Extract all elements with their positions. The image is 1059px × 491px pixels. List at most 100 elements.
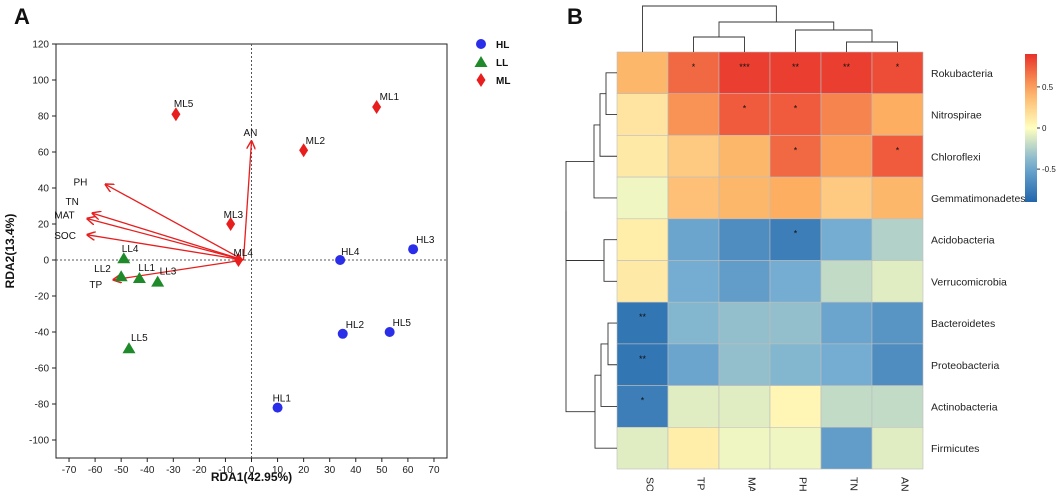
point-label: ML4 bbox=[233, 248, 253, 259]
x-tick-label: -40 bbox=[140, 465, 155, 476]
x-tick-label: -50 bbox=[114, 465, 129, 476]
point-label: ML3 bbox=[224, 210, 244, 221]
heat-cell bbox=[667, 218, 720, 261]
x-tick-label: 60 bbox=[402, 465, 414, 476]
x-tick-label: 10 bbox=[272, 465, 284, 476]
legend-marker-hl bbox=[476, 39, 486, 49]
point-ml1 bbox=[372, 100, 382, 114]
heat-cell bbox=[871, 301, 924, 345]
point-ml4 bbox=[233, 253, 243, 267]
row-dendrogram-branch bbox=[600, 343, 617, 407]
point-label: ML5 bbox=[174, 99, 194, 110]
point-hl4 bbox=[335, 255, 346, 265]
heat-cell bbox=[667, 343, 720, 386]
significance-mark: * bbox=[794, 145, 798, 155]
y-tick-label: 0 bbox=[43, 256, 49, 267]
heat-cell bbox=[871, 218, 924, 261]
x-tick-label: 70 bbox=[428, 465, 440, 476]
row-label: Bacteroidetes bbox=[931, 318, 995, 330]
x-tick-label: 30 bbox=[324, 465, 336, 476]
env-arrow-label: TN bbox=[65, 197, 78, 208]
heat-cell bbox=[820, 218, 873, 261]
significance-mark: * bbox=[794, 104, 798, 114]
heat-cell bbox=[871, 93, 924, 136]
heat-cell bbox=[718, 93, 771, 136]
x-tick-label: -70 bbox=[62, 465, 77, 476]
heat-cell bbox=[616, 176, 669, 220]
heat-cell bbox=[820, 176, 873, 220]
point-ml2 bbox=[299, 143, 309, 158]
point-label: HL3 bbox=[416, 235, 435, 246]
row-dendrogram-branch bbox=[565, 210, 595, 413]
heat-cell bbox=[667, 93, 720, 136]
legend-marker-ml bbox=[476, 73, 486, 87]
heat-cell bbox=[871, 385, 924, 428]
point-ll2 bbox=[114, 270, 128, 282]
env-arrow-tp bbox=[113, 259, 244, 280]
point-ll4 bbox=[117, 252, 131, 264]
heat-cell bbox=[769, 343, 822, 386]
heat-cell bbox=[718, 135, 771, 178]
colorbar-tick-label: 0.5 bbox=[1042, 83, 1054, 92]
column-label: SOC bbox=[644, 477, 656, 491]
y-tick-label: 80 bbox=[38, 112, 50, 123]
column-dendrogram-branch bbox=[693, 36, 745, 52]
env-arrow-mat bbox=[87, 219, 244, 261]
heat-cell bbox=[769, 135, 822, 178]
heat-cell bbox=[667, 135, 720, 178]
column-dendrogram-branch bbox=[718, 21, 835, 37]
heat-cell bbox=[616, 260, 669, 303]
column-dendrogram-branch bbox=[846, 41, 898, 52]
significance-mark: * bbox=[794, 229, 798, 239]
y-tick-label: -80 bbox=[35, 400, 50, 411]
heat-cell bbox=[871, 343, 924, 386]
panel-letter-b: B bbox=[567, 4, 583, 29]
heat-cell bbox=[718, 218, 771, 261]
heat-cell bbox=[769, 176, 822, 220]
y-tick-label: -20 bbox=[35, 292, 50, 303]
x-tick-label: -10 bbox=[218, 465, 233, 476]
row-dendrogram-branch bbox=[603, 239, 617, 282]
row-label: Actinobacteria bbox=[931, 401, 998, 413]
heat-cell bbox=[667, 260, 720, 303]
heat-cell bbox=[616, 301, 669, 345]
heat-cell bbox=[769, 260, 822, 303]
heat-cell bbox=[616, 93, 669, 136]
heat-cell bbox=[769, 51, 822, 95]
heat-cell bbox=[871, 135, 924, 178]
significance-mark: * bbox=[896, 62, 900, 72]
heat-cell bbox=[769, 93, 822, 136]
x-axis-title: RDA1(42.95%) bbox=[211, 470, 292, 484]
y-tick-label: 120 bbox=[32, 40, 49, 51]
column-label: AN bbox=[899, 477, 911, 491]
point-label: ML2 bbox=[306, 136, 326, 147]
x-tick-label: 0 bbox=[249, 465, 255, 476]
y-axis-title: RDA2(13.4%) bbox=[3, 214, 17, 289]
heat-cell bbox=[871, 260, 924, 303]
row-dendrogram-branch bbox=[593, 124, 617, 199]
heat-cell bbox=[667, 385, 720, 428]
row-dendrogram-branch bbox=[599, 93, 617, 157]
row-dendrogram-branch bbox=[607, 322, 617, 366]
point-label: LL4 bbox=[122, 244, 139, 255]
row-dendrogram-branch bbox=[594, 374, 617, 449]
point-ml3 bbox=[226, 217, 236, 231]
column-label: TP bbox=[695, 477, 707, 490]
env-arrow-ph bbox=[106, 184, 244, 261]
row-label: Proteobacteria bbox=[931, 360, 999, 372]
heat-cell bbox=[871, 51, 924, 95]
heat-cell bbox=[769, 218, 822, 261]
heat-cell bbox=[616, 135, 669, 178]
env-arrow-label: SOC bbox=[54, 231, 76, 242]
point-hl5 bbox=[384, 327, 395, 337]
y-tick-label: 60 bbox=[38, 148, 50, 159]
column-dendrogram-branch bbox=[795, 29, 873, 52]
rda-biplot: -70 -60 -50 -40 -30 -20 -10 0 10 20 30 40 50 60 70-100… bbox=[3, 39, 510, 484]
significance-mark: * bbox=[896, 145, 900, 155]
point-hl3 bbox=[408, 244, 419, 255]
row-label: Firmicutes bbox=[931, 443, 979, 455]
heat-cell bbox=[718, 426, 771, 470]
point-hl1 bbox=[272, 402, 283, 413]
heat-cell bbox=[820, 93, 873, 136]
